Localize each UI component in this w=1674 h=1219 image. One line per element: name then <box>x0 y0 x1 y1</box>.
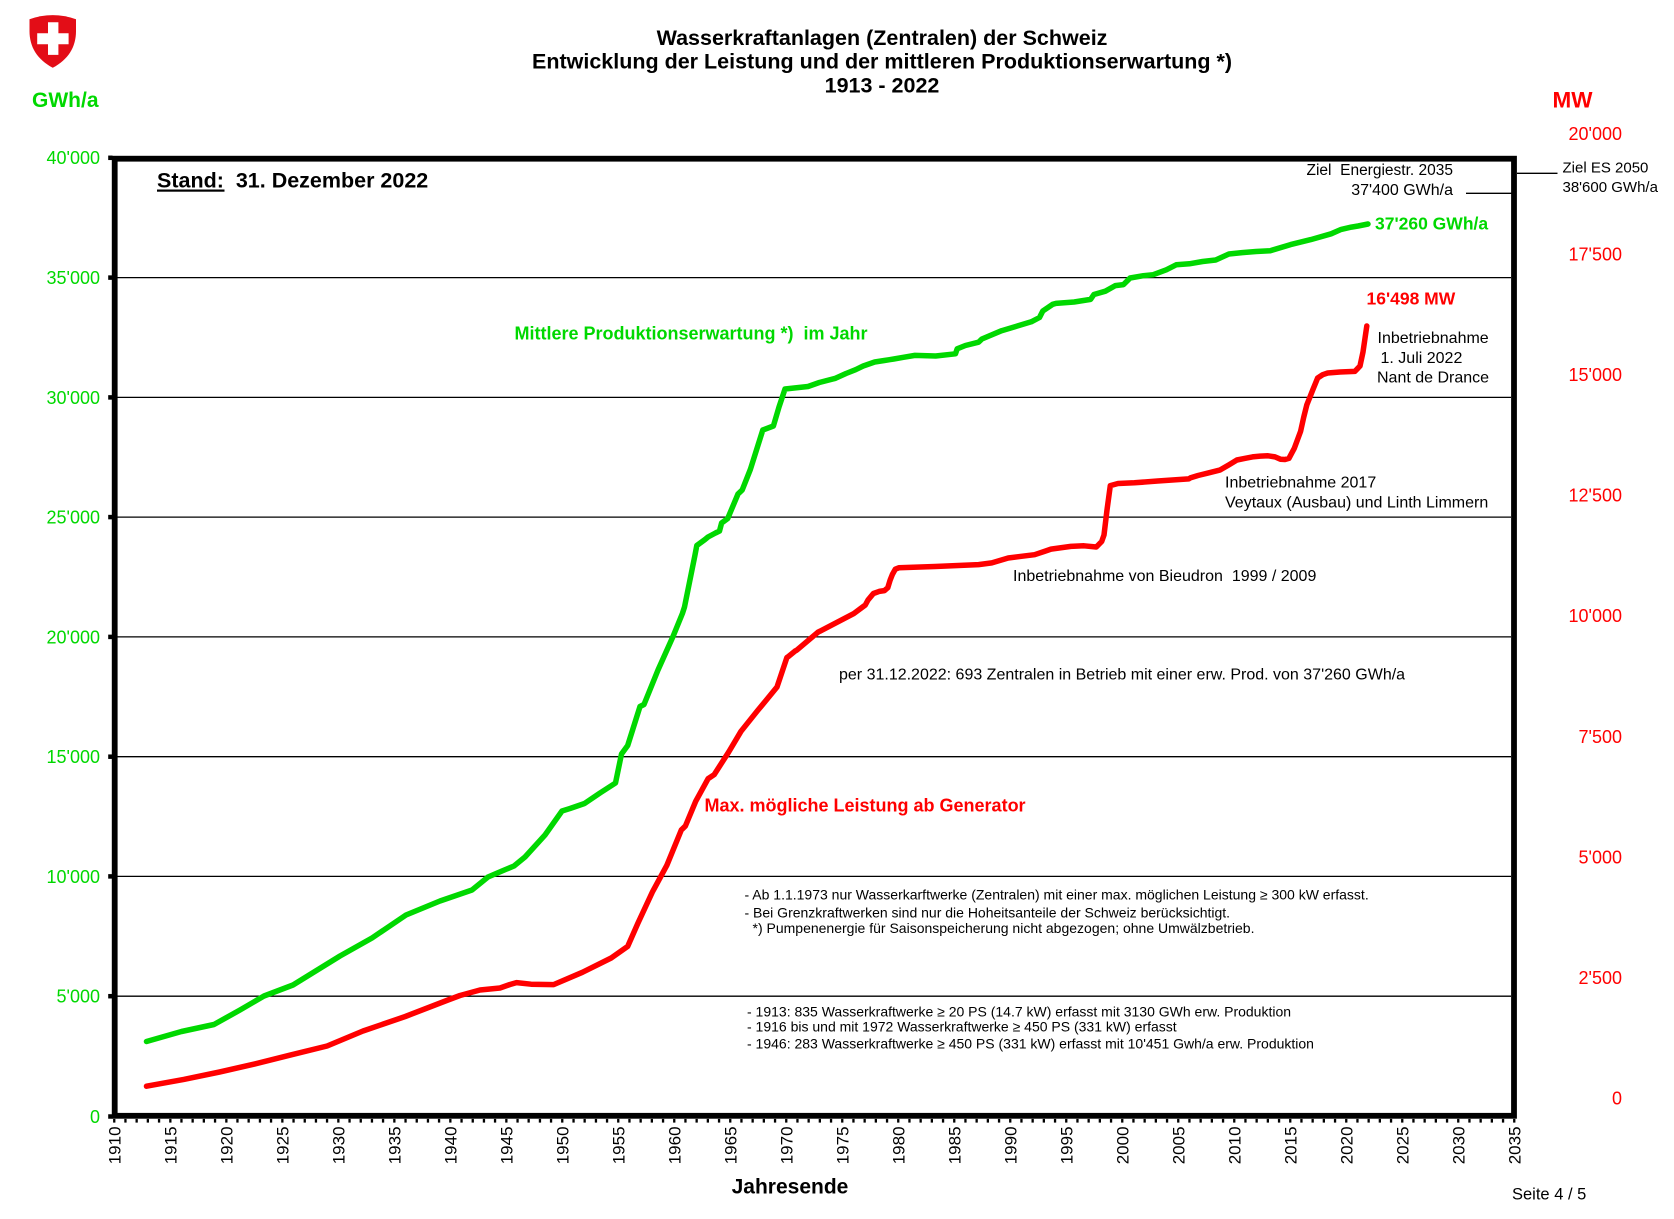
svg-text:20'000: 20'000 <box>47 627 101 647</box>
svg-text:10'000: 10'000 <box>1569 606 1623 626</box>
svg-text:40'000: 40'000 <box>47 148 101 168</box>
svg-text:2030: 2030 <box>1449 1126 1468 1164</box>
svg-text:7'500: 7'500 <box>1579 727 1622 747</box>
svg-text:37'400 GWh/a: 37'400 GWh/a <box>1351 182 1453 199</box>
svg-text:Mittlere Produktionserwartung: Mittlere Produktionserwartung *) im Jahr <box>515 324 868 344</box>
svg-text:1950: 1950 <box>553 1126 572 1164</box>
svg-text:1980: 1980 <box>889 1126 908 1164</box>
svg-text:Jahresende: Jahresende <box>732 1176 849 1199</box>
svg-text:2015: 2015 <box>1281 1126 1300 1164</box>
svg-text:12'500: 12'500 <box>1569 486 1623 506</box>
svg-text:- 1916 bis und mit 1972 Wasser: - 1916 bis und mit 1972 Wasserkraftwerke… <box>747 1018 1177 1034</box>
svg-text:Stand: 31. Dezember 2022: Stand: 31. Dezember 2022 <box>157 169 428 193</box>
svg-text:- 1913: 835 Wasserkraftwerke ≥: - 1913: 835 Wasserkraftwerke ≥ 20 PS (14… <box>747 1004 1291 1020</box>
svg-text:2010: 2010 <box>1225 1126 1244 1164</box>
svg-text:2035: 2035 <box>1505 1126 1524 1164</box>
svg-text:0: 0 <box>90 1107 100 1127</box>
svg-text:Nant de Drance: Nant de Drance <box>1377 370 1489 387</box>
svg-text:Ziel ES 2050: Ziel ES 2050 <box>1563 160 1649 177</box>
svg-text:1910: 1910 <box>105 1126 124 1164</box>
svg-text:- Ab 1.1.1973 nur Wasserkarftw: - Ab 1.1.1973 nur Wasserkarftwerke (Zent… <box>745 887 1369 903</box>
svg-text:16'498 MW: 16'498 MW <box>1367 289 1456 309</box>
svg-text:2005: 2005 <box>1169 1126 1188 1164</box>
svg-text:15'000: 15'000 <box>1569 365 1623 385</box>
svg-text:Inbetriebnahme von Bieudron 1: Inbetriebnahme von Bieudron 1999 / 2009 <box>1013 568 1316 585</box>
svg-text:per 31.12.2022: 693 Zentralen: per 31.12.2022: 693 Zentralen in Betrieb… <box>839 667 1405 684</box>
svg-text:1925: 1925 <box>273 1126 292 1164</box>
svg-text:1995: 1995 <box>1057 1126 1076 1164</box>
svg-text:1913 - 2022: 1913 - 2022 <box>825 74 940 98</box>
svg-text:Wasserkraftanlagen (Zentralen): Wasserkraftanlagen (Zentralen) der Schwe… <box>657 26 1108 50</box>
svg-text:Inbetriebnahme: Inbetriebnahme <box>1378 330 1489 347</box>
svg-text:1960: 1960 <box>665 1126 684 1164</box>
svg-text:1985: 1985 <box>945 1126 964 1164</box>
svg-text:1930: 1930 <box>329 1126 348 1164</box>
svg-text:2025: 2025 <box>1393 1126 1412 1164</box>
svg-text:1. Juli 2022: 1. Juli 2022 <box>1381 350 1463 367</box>
svg-text:5'000: 5'000 <box>1579 847 1622 867</box>
svg-text:35'000: 35'000 <box>47 268 101 288</box>
svg-text:- Bei Grenzkraftwerken sind nu: - Bei Grenzkraftwerken sind nur die Hohe… <box>745 904 1231 920</box>
svg-text:*) Pumpenenergie für Saisonspe: *) Pumpenenergie für Saisonspeicherung n… <box>753 920 1255 936</box>
svg-text:GWh/a: GWh/a <box>32 89 99 112</box>
svg-text:Inbetriebnahme 2017: Inbetriebnahme 2017 <box>1225 475 1376 492</box>
svg-text:1920: 1920 <box>217 1126 236 1164</box>
svg-text:Max. mögliche Leistung ab Gene: Max. mögliche Leistung ab Generator <box>705 796 1026 816</box>
svg-text:1940: 1940 <box>441 1126 460 1164</box>
svg-text:Ziel Energiestr. 2035: Ziel Energiestr. 2035 <box>1307 162 1453 179</box>
svg-text:20'000: 20'000 <box>1569 124 1623 144</box>
svg-text:2020: 2020 <box>1337 1126 1356 1164</box>
svg-text:25'000: 25'000 <box>47 508 101 528</box>
svg-text:1970: 1970 <box>777 1126 796 1164</box>
svg-text:1945: 1945 <box>497 1126 516 1164</box>
svg-text:2'500: 2'500 <box>1579 968 1622 988</box>
svg-text:1955: 1955 <box>609 1126 628 1164</box>
svg-text:Veytaux (Ausbau) und Linth Lim: Veytaux (Ausbau) und Linth Limmern <box>1225 495 1488 512</box>
svg-text:1975: 1975 <box>833 1126 852 1164</box>
svg-text:30'000: 30'000 <box>47 388 101 408</box>
svg-text:- 1946: 283 Wasserkraftwerke ≥: - 1946: 283 Wasserkraftwerke ≥ 450 PS (3… <box>747 1036 1314 1052</box>
svg-text:38'600 GWh/a: 38'600 GWh/a <box>1563 179 1659 196</box>
svg-text:10'000: 10'000 <box>47 867 101 887</box>
svg-text:Entwicklung der Leistung und d: Entwicklung der Leistung und der mittler… <box>532 50 1232 74</box>
svg-text:1935: 1935 <box>385 1126 404 1164</box>
svg-text:MW: MW <box>1553 88 1594 113</box>
svg-text:1965: 1965 <box>721 1126 740 1164</box>
svg-text:5'000: 5'000 <box>57 987 100 1007</box>
svg-text:17'500: 17'500 <box>1569 244 1623 264</box>
svg-text:37'260 GWh/a: 37'260 GWh/a <box>1375 214 1488 234</box>
svg-text:0: 0 <box>1612 1089 1622 1109</box>
svg-text:1990: 1990 <box>1001 1126 1020 1164</box>
svg-text:2000: 2000 <box>1113 1126 1132 1164</box>
svg-text:Seite 4 / 5: Seite 4 / 5 <box>1512 1186 1586 1204</box>
svg-text:1915: 1915 <box>161 1126 180 1164</box>
svg-text:15'000: 15'000 <box>47 747 101 767</box>
